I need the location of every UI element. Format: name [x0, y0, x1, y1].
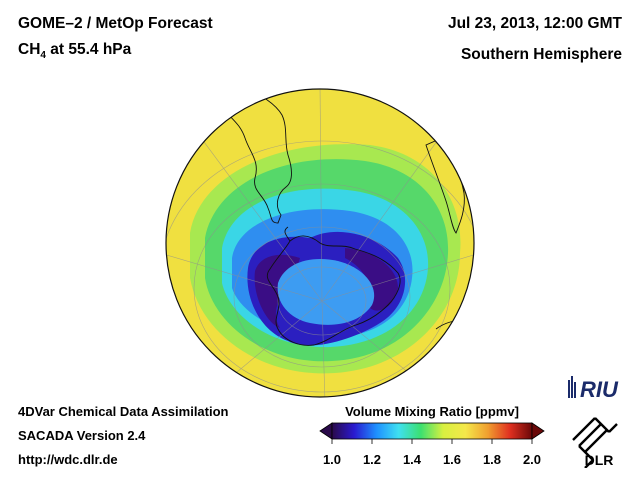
colorbar-tick-label: 1.0	[322, 452, 342, 467]
colorbar-tick-label: 1.8	[482, 452, 502, 467]
colorbar-tick-label: 1.6	[442, 452, 462, 467]
footer-url: http://wdc.dlr.de	[18, 452, 118, 467]
field-core	[277, 259, 375, 325]
riu-logo-mark	[568, 376, 576, 398]
species-subscript: 4	[40, 50, 46, 62]
colorbar-title: Volume Mixing Ratio [ppmv]	[345, 404, 519, 419]
colorbar: Volume Mixing Ratio [ppmv] 1.0 1.2 1.4 1.6 1…	[318, 400, 546, 470]
colorbar-tick-marks	[331, 439, 533, 444]
field-indigo-east	[345, 248, 398, 311]
colorbar-under-arrow	[319, 422, 333, 440]
globe-outline	[165, 88, 475, 398]
colorbar-ramp	[319, 422, 545, 444]
title-product: GOME–2 / MetOp Forecast	[18, 15, 213, 32]
colorbar-gradient	[331, 422, 533, 440]
colorbar-tick-label: 1.4	[402, 452, 422, 467]
species-main: CH	[18, 41, 41, 58]
riu-logo-text: RIU	[580, 377, 619, 402]
forecast-date: Jul 23, 2013, 12:00 GMT	[447, 15, 622, 32]
colorbar-over-arrow	[531, 422, 545, 440]
footer-method: 4DVar Chemical Data Assimilation	[18, 404, 229, 419]
riu-logo: RIU	[568, 376, 619, 402]
dlr-logo: DLR	[572, 417, 618, 468]
footer-version: SACADA Version 2.4	[18, 428, 146, 443]
species-level: at 55.4 hPa	[45, 41, 132, 58]
title-species: CH4 at 55.4 hPa	[18, 41, 131, 61]
colorbar-tick-label: 2.0	[522, 452, 542, 467]
hemisphere-label: Southern Hemisphere	[460, 46, 622, 63]
colorbar-tick-label: 1.2	[362, 452, 382, 467]
globe-map	[165, 88, 475, 398]
dlr-logo-mark	[572, 417, 618, 468]
dlr-logo-text: DLR	[585, 452, 614, 468]
field-layer	[166, 89, 474, 397]
